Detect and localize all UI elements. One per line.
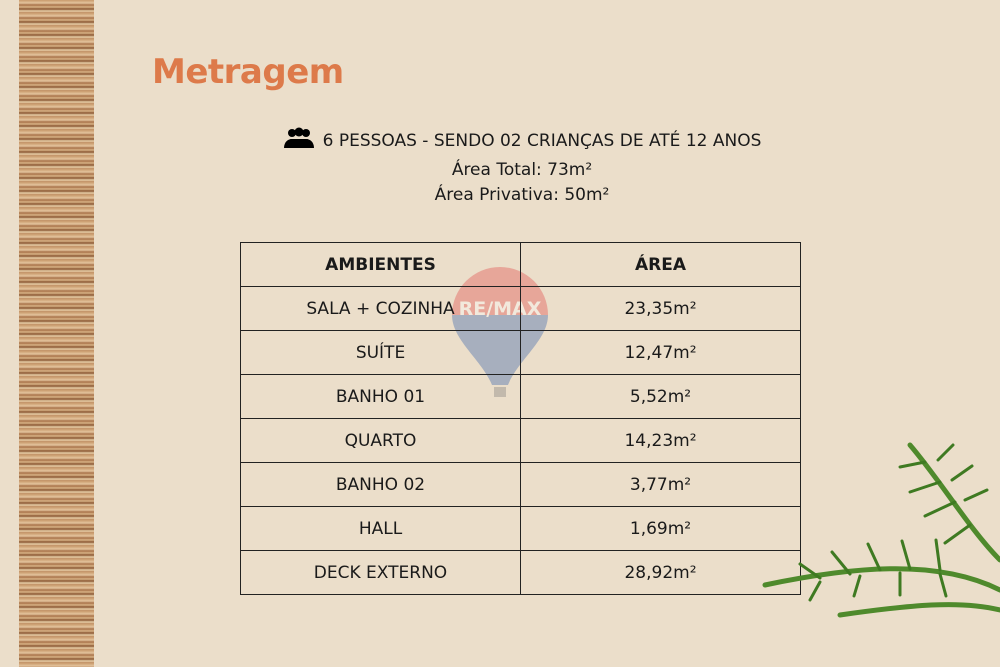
areas-table: AMBIENTES ÁREA SALA + COZINHA 23,35m² SUÍ…	[240, 242, 801, 595]
people-icon	[283, 127, 314, 148]
room-name: BANHO 02	[240, 462, 521, 507]
room-name: BANHO 01	[240, 374, 521, 419]
table-row: BANHO 02 3,77m²	[240, 462, 801, 507]
area-total: Área Total: 73m²	[451, 160, 593, 180]
table-row: HALL 1,69m²	[240, 506, 801, 551]
room-area: 1,69m²	[520, 506, 801, 551]
page-title: Metragem	[152, 52, 344, 92]
table-row: BANHO 01 5,52m²	[240, 374, 801, 419]
room-area: 3,77m²	[520, 462, 801, 507]
table-header-row: AMBIENTES ÁREA	[240, 242, 801, 287]
room-area: 28,92m²	[520, 550, 801, 595]
room-name: QUARTO	[240, 418, 521, 463]
room-name: SALA + COZINHA	[240, 286, 521, 331]
room-area: 12,47m²	[520, 330, 801, 375]
room-name: DECK EXTERNO	[240, 550, 521, 595]
table-row: QUARTO 14,23m²	[240, 418, 801, 463]
capacity-line: 6 PESSOAS - SENDO 02 CRIANÇAS DE ATÉ 12 …	[0, 127, 1000, 151]
room-name: HALL	[240, 506, 521, 551]
header-ambientes: AMBIENTES	[240, 242, 521, 287]
area-privativa: Área Privativa: 50m²	[434, 185, 610, 205]
header-area: ÁREA	[520, 242, 801, 287]
table-row: DECK EXTERNO 28,92m²	[240, 550, 801, 595]
room-area: 23,35m²	[520, 286, 801, 331]
room-area: 5,52m²	[520, 374, 801, 419]
table-row: SUÍTE 12,47m²	[240, 330, 801, 375]
palm-leaf-decoration	[762, 442, 1000, 618]
capacity-text: 6 PESSOAS - SENDO 02 CRIANÇAS DE ATÉ 12 …	[322, 131, 762, 151]
wood-slat-decoration	[19, 0, 94, 667]
room-area: 14,23m²	[520, 418, 801, 463]
room-name: SUÍTE	[240, 330, 521, 375]
table-row: SALA + COZINHA 23,35m²	[240, 286, 801, 331]
